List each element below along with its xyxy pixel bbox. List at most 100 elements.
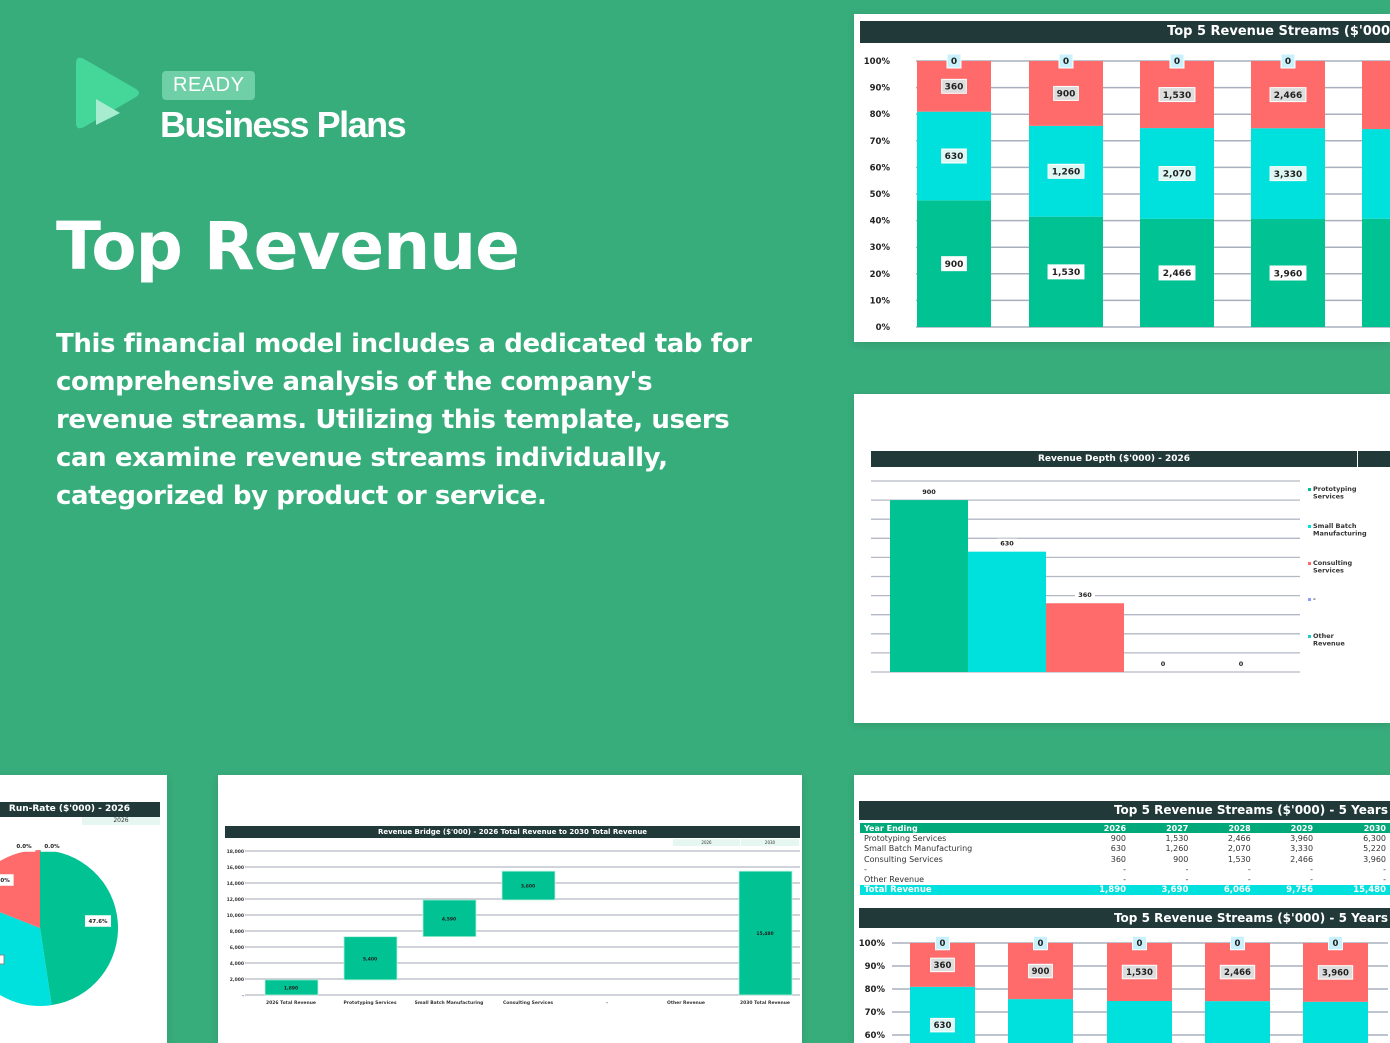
y-tick-label: 8,000 — [230, 929, 244, 935]
chart-title: Revenue Bridge ($'000) - 2026 Total Reve… — [225, 826, 800, 838]
table-cell: 1,530 — [1165, 833, 1189, 843]
data-label: 630 — [945, 152, 964, 162]
data-label-box — [1158, 87, 1196, 103]
table-cell: 2,466 — [1290, 854, 1314, 864]
table-cell: 6,066 — [1192, 884, 1255, 896]
data-label: 900 — [922, 488, 936, 496]
y-tick-label: 16,000 — [227, 865, 244, 871]
table-cell: 360 — [1110, 854, 1127, 864]
data-label: 0 — [1333, 939, 1339, 949]
data-label: 5,400 — [363, 956, 377, 962]
data-label-box — [1158, 165, 1196, 181]
y-tick-label: 90% — [870, 84, 891, 94]
data-label-box — [1058, 53, 1074, 69]
x-tick-label: - — [606, 1001, 608, 1006]
data-label: 2,070 — [1163, 170, 1191, 180]
data-label-box — [1121, 964, 1158, 980]
data-label: 2,466 — [1163, 269, 1191, 279]
y-tick-label: 70% — [865, 1008, 886, 1018]
data-label-box — [1269, 265, 1307, 281]
legend-swatch — [1308, 488, 1311, 491]
data-label: 900 — [1057, 90, 1076, 100]
data-label: 1,530 — [1052, 268, 1080, 278]
y-tick-label: 50% — [870, 190, 891, 200]
data-label-box — [1132, 935, 1147, 951]
legend-swatch — [1308, 562, 1311, 565]
column-header: 2026 — [1067, 823, 1131, 834]
bar — [890, 500, 968, 672]
chart-title: Revenue Depth ($'000) - 2026 — [871, 451, 1357, 467]
chart-subheader: 2026 — [673, 839, 740, 846]
bar-segment — [910, 986, 975, 1043]
data-label-box — [946, 53, 962, 69]
table-cell: Small Batch Manufacturing — [864, 844, 973, 854]
chart-header-cell — [1358, 451, 1390, 467]
description-line: can examine revenue streams individually… — [56, 443, 668, 473]
x-tick-label: Consulting Services — [503, 1000, 553, 1006]
y-tick-label: 10% — [870, 296, 891, 306]
y-tick-label: 18,000 — [227, 849, 244, 855]
data-label-box — [1317, 965, 1354, 980]
legend-entry: - — [1313, 595, 1316, 603]
table-cell: - — [1247, 864, 1251, 874]
table-chart-panel: Top 5 Revenue Streams ($'000) - 5 Years … — [854, 775, 1390, 1043]
total-row: Total Revenue 1,890 3,690 6,066 9,756 15,480 — [860, 884, 1390, 896]
legend-entry-line: Services — [1313, 493, 1344, 501]
chart-title: Top 5 Revenue Streams ($'000 — [860, 21, 1390, 43]
data-label: .0% — [0, 878, 10, 884]
data-label: 630 — [1000, 540, 1014, 548]
pie-slice — [40, 850, 119, 1006]
table-cell: Other Revenue — [864, 875, 925, 885]
column-header: 2030 — [1317, 823, 1390, 834]
description-line: comprehensive analysis of the company's — [56, 367, 653, 397]
data-label: 1,530 — [1163, 91, 1191, 101]
table-cell: 2,070 — [1227, 844, 1251, 854]
data-label-box — [941, 148, 967, 164]
bar — [343, 936, 398, 981]
data-label-box — [1047, 264, 1085, 280]
data-label-box — [1280, 53, 1296, 69]
data-label-box — [1033, 935, 1048, 951]
chart-title: Top 5 Revenue Streams ($'000) - 5 Years — [859, 908, 1390, 928]
table-row: Small Batch Manufacturing 630 1,260 2,070 3,… — [860, 844, 1390, 854]
data-label-box — [1269, 166, 1307, 182]
legend-entry: Other Revenue — [1313, 632, 1345, 648]
table-cell: - — [1310, 864, 1314, 874]
table-cell: 3,960 — [1363, 854, 1386, 864]
legend-entry-line: Manufacturing — [1313, 530, 1367, 538]
bar-segment — [1362, 129, 1390, 219]
table-cell: 5,220 — [1363, 844, 1386, 854]
legend-entry-line: Consulting — [1313, 559, 1353, 567]
top5-chart: 0% 10% 20% 30% 40% 50% 60% 70% 80% 90% 100% 900 630 3… — [864, 53, 1390, 333]
table-cell: 900 — [1110, 833, 1127, 843]
table-cell: - — [864, 864, 867, 874]
description: This financial model includes a dedicate… — [56, 325, 752, 515]
data-label: 2,466 — [1224, 968, 1251, 978]
data-label-box — [930, 1017, 955, 1033]
data-label: 0 — [940, 939, 946, 949]
data-label-box — [1269, 87, 1307, 103]
data-label: 360 — [1078, 591, 1092, 599]
table-cell: 3,960 — [1290, 833, 1314, 843]
data-label: 0 — [1137, 939, 1143, 949]
y-tick-label: 2,000 — [230, 977, 244, 983]
table-cell: - — [1383, 875, 1386, 885]
data-label: 360 — [934, 961, 952, 971]
table-cell: - — [1310, 875, 1314, 885]
legend-entry-line: Prototyping — [1313, 485, 1357, 493]
data-label: 900 — [1032, 967, 1050, 977]
y-tick-label: - — [242, 994, 244, 999]
data-label: 0 — [1239, 660, 1244, 668]
data-label: 2,466 — [1274, 91, 1302, 101]
y-tick-label: 80% — [870, 110, 891, 120]
description-line: revenue streams. Utilizing this template… — [56, 405, 730, 435]
table-cell: 15,480 — [1317, 884, 1390, 896]
legend-entry-line: Small Batch — [1313, 522, 1357, 530]
data-label: 900 — [945, 260, 964, 270]
chart-title: Run-Rate ($'000) - 2026 — [0, 802, 160, 817]
table-cell: - — [1383, 864, 1386, 874]
data-label-bg — [919, 487, 939, 496]
chart-subheader: 2026 — [82, 817, 160, 825]
data-label-box — [941, 256, 967, 272]
